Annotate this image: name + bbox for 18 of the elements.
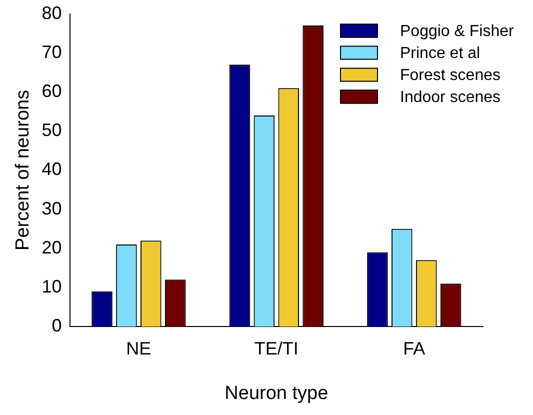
y-tick-label: 20 <box>42 237 62 258</box>
legend-label: Poggio & Fisher <box>400 23 515 40</box>
x-tick-label: FA <box>403 338 426 358</box>
y-tick-label: 40 <box>42 159 62 180</box>
legend-label: Forest scenes <box>400 67 500 84</box>
legend-label: Indoor scenes <box>400 89 501 106</box>
x-tick-label: TE/TI <box>254 338 298 358</box>
y-tick-label: 70 <box>42 42 62 62</box>
y-tick-label: 50 <box>42 120 62 140</box>
y-tick-label: 60 <box>42 80 62 101</box>
y-tick-label: 0 <box>52 316 62 336</box>
x-tick-label: NE <box>126 338 152 358</box>
y-tick-label: 30 <box>42 198 62 218</box>
y-tick-label: 10 <box>42 276 62 296</box>
y-axis-title: Percent of neurons <box>12 90 34 250</box>
x-axis-title: Neuron type <box>224 382 328 404</box>
y-tick-label: 80 <box>42 2 62 23</box>
legend-label: Prince et al <box>400 45 480 62</box>
